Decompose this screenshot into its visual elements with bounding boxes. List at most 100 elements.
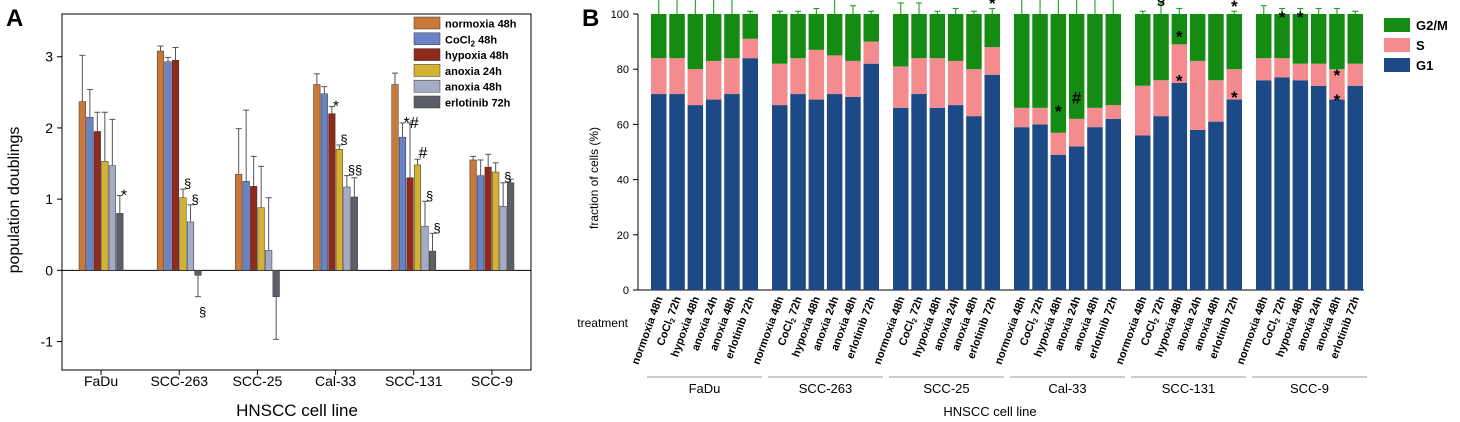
chart-b-bar-segment	[1226, 14, 1242, 70]
chart-b-bar-segment	[724, 58, 740, 95]
chart-a-bar	[343, 186, 351, 271]
chart-b-bar-segment	[724, 14, 740, 59]
chart-b-bar-segment	[893, 66, 909, 108]
chart-b-bar-segment	[911, 14, 927, 59]
chart-b-bar-segment	[929, 107, 946, 290]
chart-b-legend-label: G1	[1416, 58, 1433, 73]
chart-a-bar	[101, 161, 109, 271]
chart-b-bar-segment	[651, 14, 667, 59]
chart-b-bar-segment	[947, 60, 964, 106]
chart-b-annotation: *	[1334, 91, 1341, 110]
chart-b-bar-segment	[1256, 14, 1272, 59]
chart-b-bar-segment	[966, 14, 982, 70]
chart-a-bar	[265, 250, 273, 271]
chart-b-bar-segment	[1014, 14, 1030, 108]
chart-b-bar-segment	[1050, 132, 1067, 155]
chart-b-bar-segment	[1274, 77, 1290, 290]
chart-a-bar	[86, 116, 94, 271]
chart-b-bar-segment	[1087, 107, 1103, 128]
chart-b-bar-segment	[790, 58, 806, 95]
chart-b-bar-segment	[1208, 14, 1224, 81]
chart-b-row-label: treatment	[577, 316, 628, 330]
chart-b-bar-segment	[893, 107, 909, 290]
chart-b-group-label: SCC-25	[923, 381, 969, 396]
chart-a-legend-label: anoxia 24h	[445, 66, 502, 78]
chart-b-bar-segment	[1189, 129, 1206, 290]
chart-b-bar-segment	[1189, 60, 1206, 130]
chart-a-annotation: #	[419, 145, 428, 162]
chart-a-bar	[492, 171, 500, 271]
chart-b-bar-segment	[1087, 127, 1103, 290]
chart-b-bar-segment	[1171, 44, 1188, 83]
chart-a-bar	[499, 205, 507, 271]
chart-b-ytick-label: 40	[617, 175, 629, 187]
chart-a-legend-label: CoCl2 48h	[445, 34, 497, 48]
chart-b-ytick-label: 60	[617, 119, 629, 131]
chart-a-category-label: SCC-9	[471, 373, 513, 389]
chart-a-legend-swatch	[413, 79, 441, 93]
chart-b-bar-segment	[1153, 80, 1169, 117]
chart-b-ytick-label: 80	[617, 64, 629, 76]
chart-b-bar-segment	[1274, 14, 1290, 59]
chart-b-group-label: Cal-33	[1048, 381, 1086, 396]
chart-b-bar-segment	[772, 105, 788, 290]
chart-a-bar	[350, 196, 358, 271]
chart-b-bar-segment	[893, 14, 909, 67]
chart-b-bar-segment	[966, 69, 982, 117]
chart-a-annotation: §	[192, 192, 199, 207]
chart-b-group-label: SCC-9	[1290, 381, 1329, 396]
chart-a-bar	[257, 207, 265, 271]
chart-b-legend-swatch	[1384, 58, 1410, 72]
chart-a-xlabel: HNSCC cell line	[236, 401, 358, 420]
chart-b-xlabel: HNSCC cell line	[943, 404, 1036, 419]
chart-a-frame	[61, 13, 532, 371]
chart-b-group-label: SCC-131	[1162, 381, 1215, 396]
chart-b-bar-segment	[845, 96, 861, 290]
chart-a-bar	[116, 213, 124, 271]
chart-a-bar	[171, 60, 180, 271]
chart-b-bar-segment	[1050, 154, 1067, 290]
chart-a-legend-swatch	[413, 48, 441, 61]
chart-b-bar-segment	[863, 14, 879, 42]
chart-b-bar-segment	[1171, 83, 1188, 290]
chart-b-annotation: *	[1231, 88, 1238, 107]
chart-a-bar	[108, 165, 116, 271]
chart-b-bar-segment	[742, 38, 758, 59]
chart-b-bar-segment	[742, 58, 758, 290]
chart-a-legend-label: hypoxia 48h	[445, 50, 509, 62]
chart-b-legend-swatch	[1384, 38, 1410, 52]
chart-b-bar-segment	[1153, 116, 1169, 291]
chart-b-bar-segment	[1068, 118, 1085, 147]
chart-b-bar-segment	[863, 41, 879, 64]
chart-b-annotation: §	[1157, 0, 1165, 8]
chart-a-bar	[186, 221, 195, 271]
chart-b-group-label: SCC-263	[799, 381, 852, 396]
chart-b-ytick-label: 100	[611, 9, 629, 21]
chart-b-bar-segment	[1032, 107, 1048, 125]
chart-b-bar-segment	[1292, 63, 1309, 81]
chart-b-legend-swatch	[1384, 18, 1410, 32]
chart-b-bar-segment	[1032, 14, 1048, 108]
chart-a-legend-swatch	[413, 95, 441, 109]
chart-a-legend-swatch	[413, 16, 441, 30]
chart-b-bar-segment	[911, 58, 927, 95]
chart-b-bar-segment	[687, 69, 704, 106]
chart-b-bar-segment	[1087, 14, 1103, 108]
chart-a-category-label: SCC-131	[385, 373, 443, 389]
chart-b-bar-segment	[790, 94, 806, 290]
chart-a-bar	[328, 113, 336, 271]
chart-b-bar-segment	[669, 58, 685, 95]
chart-b-bar-segment	[705, 60, 722, 100]
chart-a-annotation: §	[426, 188, 433, 203]
chart-b-bar-segment	[947, 105, 964, 290]
chart-b-bar-segment	[845, 14, 861, 61]
chart-b-legend-label: S	[1416, 38, 1425, 53]
chart-a-bar	[413, 164, 422, 271]
chart-a-category-label: Cal-33	[315, 373, 356, 389]
chart-b-bar-segment	[984, 14, 1000, 48]
chart-b-bar-segment	[1068, 14, 1085, 119]
chart-b-bar-segment	[1310, 85, 1327, 290]
chart-a-annotation: *	[121, 188, 127, 205]
chart-b-bar-segment	[845, 60, 861, 97]
